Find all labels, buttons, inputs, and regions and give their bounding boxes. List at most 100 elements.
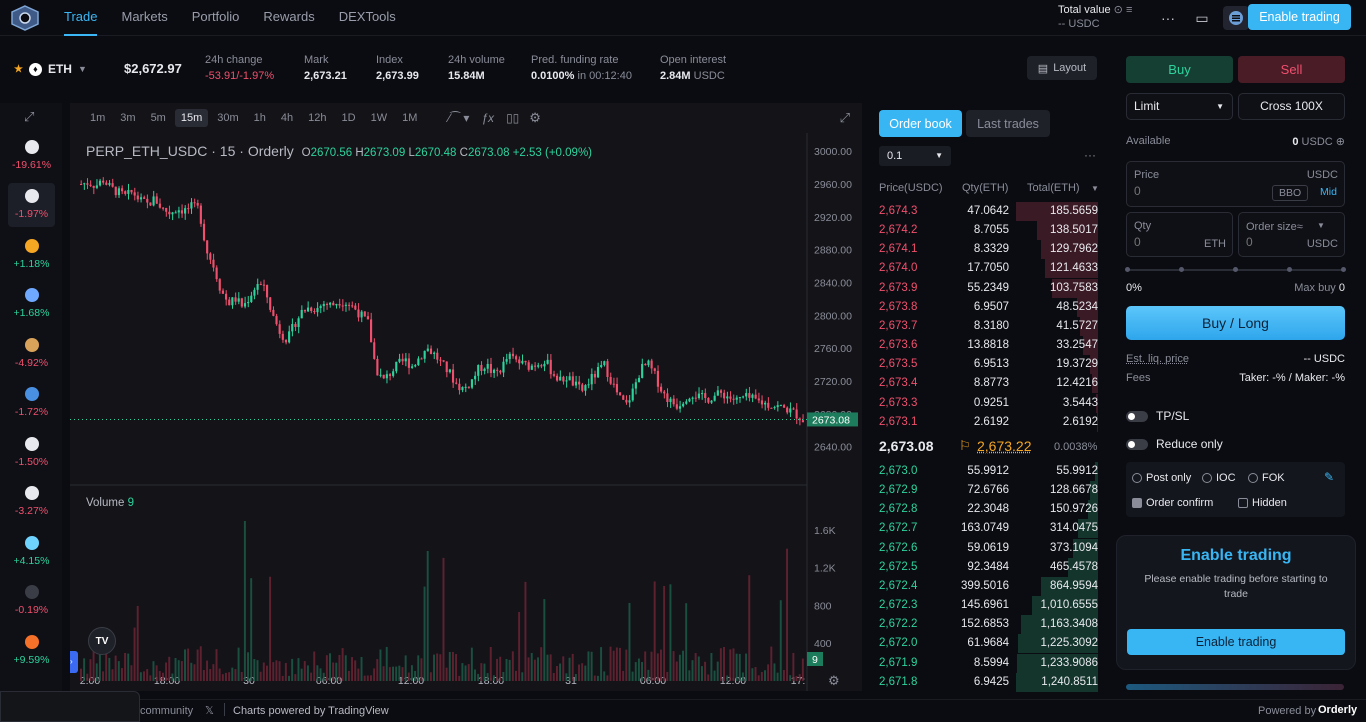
ask-row[interactable]: 2,673.8 6.9507 48.5234 xyxy=(870,297,1110,317)
bbo-button[interactable]: BBO xyxy=(1272,185,1309,201)
bid-row[interactable]: 2,672.4 399.5016 864.9594 xyxy=(870,576,1110,596)
ioc-radio[interactable] xyxy=(1202,473,1212,483)
nav-tab-trade[interactable]: Trade xyxy=(64,0,98,36)
tpsl-toggle[interactable] xyxy=(1126,410,1148,422)
tf-1w[interactable]: 1W xyxy=(370,112,388,124)
ask-row[interactable]: 2,673.6 13.8818 33.2547 xyxy=(870,336,1110,356)
tf-3m[interactable]: 3m xyxy=(120,112,136,124)
bid-row[interactable]: 2,672.8 22.3048 150.9726 xyxy=(870,500,1110,520)
bid-row[interactable]: 2,672.0 61.9684 1,225.3092 xyxy=(870,634,1110,654)
wallet-icon[interactable] xyxy=(1223,6,1249,30)
order-confirm-checkbox[interactable] xyxy=(1132,498,1142,508)
market-item[interactable]: -4.92% xyxy=(8,331,55,375)
ask-row[interactable]: 2,673.4 8.8773 12.4216 xyxy=(870,374,1110,394)
tf-5m[interactable]: 5m xyxy=(150,112,166,124)
nav-tab-markets[interactable]: Markets xyxy=(121,8,168,24)
price-field[interactable]: Price USDC BBO Mid xyxy=(1126,161,1345,207)
mid-button[interactable]: Mid xyxy=(1320,186,1337,198)
expand-icon[interactable]: ⤢ xyxy=(24,109,35,124)
order-confirm-option[interactable]: Order confirm xyxy=(1132,497,1213,509)
app-logo-icon[interactable] xyxy=(10,4,40,31)
slider-tick-100[interactable] xyxy=(1341,267,1346,272)
tf-1h[interactable]: 1h xyxy=(253,112,266,124)
tf-30m[interactable]: 30m xyxy=(217,112,239,124)
layout-button[interactable]: ▤ Layout xyxy=(1027,56,1097,80)
devices-icon[interactable]: ▭ xyxy=(1195,9,1209,26)
size-input[interactable] xyxy=(1246,235,1306,249)
hidden-option[interactable]: Hidden xyxy=(1238,497,1287,509)
tf-12h[interactable]: 12h xyxy=(308,112,327,124)
tf-1d[interactable]: 1D xyxy=(341,112,356,124)
slider-tick-50[interactable] xyxy=(1233,267,1238,272)
size-slider[interactable] xyxy=(1125,267,1346,272)
order-type-select[interactable]: Limit ▼ xyxy=(1126,93,1233,120)
depth-select[interactable]: 0.1 ▼ xyxy=(879,146,951,166)
qty-field[interactable]: Qty ETH xyxy=(1126,212,1233,257)
buy-long-button[interactable]: Buy / Long xyxy=(1126,306,1345,340)
ask-row[interactable]: 2,673.7 8.3180 41.5727 xyxy=(870,316,1110,336)
fok-option[interactable]: FOK xyxy=(1248,472,1285,484)
chevron-down-icon[interactable]: ▼ xyxy=(1317,221,1325,230)
ask-row[interactable]: 2,673.3 0.9251 3.5443 xyxy=(870,393,1110,413)
ask-row[interactable]: 2,674.3 47.0642 185.5659 xyxy=(870,202,1110,221)
ask-row[interactable]: 2,674.0 17.7050 121.4633 xyxy=(870,259,1110,279)
candles-icon[interactable]: ▯▯ xyxy=(506,111,520,125)
ask-row[interactable]: 2,673.1 2.6192 2.6192 xyxy=(870,412,1110,432)
market-item[interactable]: -1.72% xyxy=(8,381,55,425)
market-item[interactable]: -1.50% xyxy=(8,430,55,474)
leverage-button[interactable]: Cross 100X xyxy=(1238,93,1345,120)
indicators-icon[interactable]: ƒx xyxy=(481,111,495,125)
tf-4h[interactable]: 4h xyxy=(280,112,294,124)
ask-row[interactable]: 2,674.1 8.3329 129.7962 xyxy=(870,240,1110,260)
buy-tab[interactable]: Buy xyxy=(1126,56,1233,83)
market-item[interactable]: -19.61% xyxy=(8,133,55,177)
market-item[interactable]: -0.19% xyxy=(8,579,55,623)
tradingview-logo-icon[interactable]: TV xyxy=(88,627,116,655)
chart-type-icon[interactable]: ⁄⁀ ▾ xyxy=(448,111,470,125)
market-item[interactable]: +4.15% xyxy=(8,529,55,573)
market-item[interactable]: +1.68% xyxy=(8,282,55,326)
ob-more-icon[interactable]: ··· xyxy=(1084,148,1096,162)
symbol-selector[interactable]: ★ ♦ ETH ▼ xyxy=(14,62,87,76)
tf-15m[interactable]: 15m xyxy=(174,109,209,127)
nav-tab-portfolio[interactable]: Portfolio xyxy=(191,8,240,24)
ask-row[interactable]: 2,673.9 55.2349 103.7583 xyxy=(870,278,1110,298)
bid-row[interactable]: 2,672.3 145.6961 1,010.6555 xyxy=(870,596,1110,616)
bid-row[interactable]: 2,671.9 8.5994 1,233.9086 xyxy=(870,653,1110,673)
ask-row[interactable]: 2,674.2 8.7055 138.5017 xyxy=(870,221,1110,241)
price-input[interactable] xyxy=(1134,184,1254,198)
market-item[interactable]: -1.97% xyxy=(8,182,55,227)
bid-row[interactable]: 2,672.5 92.3484 465.4578 xyxy=(870,557,1110,577)
eye-icon[interactable]: ⊙ xyxy=(1113,4,1123,16)
tf-1M[interactable]: 1M xyxy=(402,112,418,124)
order-size-field[interactable]: Order size≈ ▼ USDC xyxy=(1238,212,1345,257)
ioc-option[interactable]: IOC xyxy=(1202,472,1236,484)
slider-tick-25[interactable] xyxy=(1179,267,1184,272)
x-icon[interactable]: 𝕏 xyxy=(205,705,214,717)
fok-radio[interactable] xyxy=(1248,473,1258,483)
post-only-option[interactable]: Post only xyxy=(1132,472,1191,484)
sell-tab[interactable]: Sell xyxy=(1238,56,1345,83)
nav-tab-dextools[interactable]: DEXTools xyxy=(338,8,396,24)
enable-trading-button[interactable]: Enable trading xyxy=(1248,4,1351,30)
bid-row[interactable]: 2,672.7 163.0749 314.0475 xyxy=(870,519,1110,539)
tf-1m[interactable]: 1m xyxy=(90,112,106,124)
ask-row[interactable]: 2,673.5 6.9513 19.3729 xyxy=(870,355,1110,375)
tab-order-book[interactable]: Order book xyxy=(879,110,962,137)
bid-row[interactable]: 2,672.2 152.6853 1,163.3408 xyxy=(870,615,1110,635)
tab-last-trades[interactable]: Last trades xyxy=(966,110,1050,137)
bid-row[interactable]: 2,672.9 72.6766 128.6678 xyxy=(870,481,1110,501)
bid-row[interactable]: 2,673.0 55.9912 55.9912 xyxy=(870,462,1110,481)
post-only-radio[interactable] xyxy=(1132,473,1142,483)
bid-row[interactable]: 2,671.8 6.9425 1,240.8511 xyxy=(870,672,1110,692)
chart-settings-icon[interactable]: ⚙ xyxy=(529,110,541,125)
qty-input[interactable] xyxy=(1134,235,1194,249)
add-funds-icon[interactable]: ⊕ xyxy=(1335,136,1345,148)
sort-icon[interactable]: ▼ xyxy=(1091,184,1099,193)
pin-icon[interactable]: ✎ xyxy=(1324,470,1335,484)
enable-card-button[interactable]: Enable trading xyxy=(1127,629,1345,655)
reduce-only-toggle[interactable] xyxy=(1126,438,1148,450)
hidden-checkbox[interactable] xyxy=(1238,498,1248,508)
more-icon[interactable]: ··· xyxy=(1161,10,1175,26)
fullscreen-icon[interactable]: ⤢ xyxy=(839,110,850,125)
